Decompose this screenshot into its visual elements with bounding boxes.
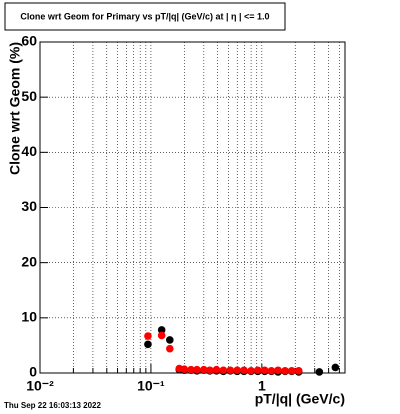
x-tick-label: 10⁻²	[26, 378, 54, 394]
point	[206, 366, 214, 375]
y-tick-label: 10	[21, 309, 37, 325]
point	[226, 366, 235, 375]
chart-title: Clone wrt Geom for Primary vs pT/|q| (Ge…	[20, 11, 269, 21]
y-tick-label: 60	[21, 33, 37, 49]
y-tick-label: 30	[21, 198, 37, 214]
point	[274, 366, 282, 375]
point	[331, 363, 340, 372]
point	[144, 332, 152, 340]
point	[247, 366, 255, 375]
x-tick-label: 10⁻¹	[137, 378, 165, 394]
point	[240, 366, 248, 375]
y-tick-label: 50	[21, 88, 37, 104]
point	[166, 336, 174, 344]
point	[212, 365, 221, 374]
x-axis-title: pT/|q| (GeV/c)	[255, 391, 345, 407]
point	[260, 366, 269, 375]
point	[166, 344, 174, 353]
title-box	[4, 2, 286, 31]
point	[254, 366, 262, 375]
point	[294, 366, 303, 375]
timestamp: Thu Sep 22 16:03:13 2022	[4, 401, 101, 410]
point	[287, 366, 296, 375]
point	[157, 331, 166, 340]
y-axis-title: Clone wrt Geom (%)	[7, 42, 23, 175]
point	[193, 365, 201, 374]
y-tick-label: 40	[21, 143, 37, 159]
point	[157, 326, 166, 334]
point	[315, 368, 324, 376]
y-tick-label: 20	[21, 253, 37, 269]
point	[200, 365, 208, 374]
point	[187, 365, 195, 374]
x-tick-label: 1	[258, 378, 266, 394]
point	[281, 366, 289, 375]
point	[180, 365, 189, 373]
point	[233, 366, 242, 375]
point	[144, 340, 152, 349]
y-tick-label: 0	[29, 364, 37, 380]
point	[267, 366, 276, 375]
point	[219, 366, 228, 375]
